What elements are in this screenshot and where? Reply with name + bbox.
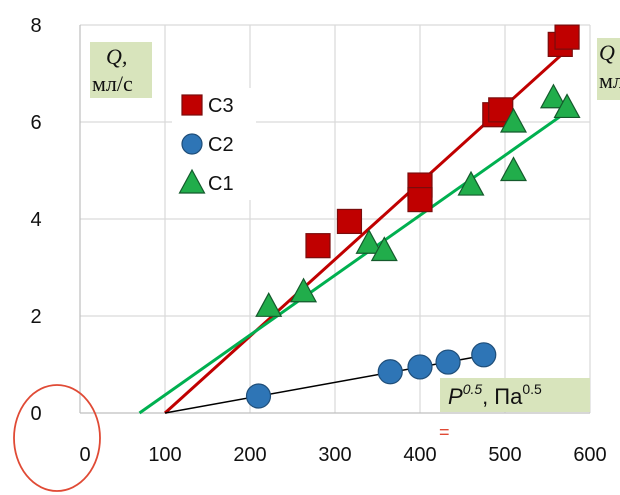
legend-marker-c3 (181, 94, 203, 116)
legend-items: C3 C2 C1 (178, 94, 234, 195)
data-point-c2 (377, 359, 403, 385)
x-tick-labels: 0 100 200 300 400 500 600 (79, 444, 606, 466)
legend-label-c1: C1 (208, 173, 234, 195)
data-point-c2 (245, 383, 272, 409)
data-point-c1 (539, 83, 567, 109)
legend-marker-c1 (178, 168, 206, 194)
x-tick-label: 400 (403, 444, 436, 466)
fit-line-c2 (164, 354, 489, 414)
series-c2 (245, 342, 497, 409)
data-point-c1 (499, 107, 528, 133)
data-point-c1 (255, 292, 283, 317)
series-c3 (305, 24, 580, 259)
data-point-c3 (407, 187, 433, 213)
x-tick-label: 600 (573, 444, 606, 466)
y-axis-label-box (90, 42, 152, 98)
x-axis-label-box (440, 378, 590, 412)
x-axis-label-text: P0.5, Па0.5 (448, 381, 542, 409)
circle-annotation (13, 384, 101, 492)
data-point-c1 (457, 170, 485, 196)
y-tick-label: 8 (30, 15, 41, 37)
data-point-c2 (435, 349, 461, 375)
legend-label-c2: C2 (208, 134, 234, 156)
data-points (245, 24, 581, 409)
x-tick-label: 500 (488, 444, 521, 466)
grid (80, 24, 591, 413)
x-tick-label: 300 (318, 444, 351, 466)
y-axis-label: Q, мл/с (90, 42, 152, 98)
x-axis-label-unit-exp: 0.5 (522, 381, 542, 397)
y-tick-label: 6 (30, 112, 41, 134)
series-c1 (255, 83, 581, 317)
legend: C3 C2 C1 (172, 88, 256, 200)
data-point-c1 (290, 277, 318, 303)
right-edge-unit: мл (599, 68, 620, 93)
y-axis-label-symbol: Q, (106, 44, 127, 69)
x-tick-label: 200 (233, 444, 266, 466)
equals-annotation: = (439, 422, 450, 442)
y-axis-label-unit: мл/с (92, 71, 133, 96)
x-tick-label: 0 (79, 444, 90, 466)
data-point-c2 (471, 342, 497, 368)
data-point-c3 (305, 233, 331, 259)
data-point-c3 (554, 24, 580, 50)
y-tick-label: 2 (30, 306, 41, 328)
y-tick-label: 0 (30, 403, 41, 425)
y-tick-label: 4 (30, 209, 41, 231)
x-axis-label-sep: , (482, 384, 488, 409)
legend-marker-c2 (181, 133, 203, 155)
x-axis-label-p-exp: 0.5 (463, 381, 483, 397)
right-edge-symbol: Q (599, 40, 615, 65)
x-axis-label: P0.5, Па0.5 (440, 378, 590, 412)
x-axis-label-p: P (448, 384, 463, 409)
data-point-c1 (355, 228, 383, 254)
data-point-c2 (407, 354, 433, 380)
x-tick-label: 100 (148, 444, 181, 466)
data-point-c1 (553, 93, 581, 119)
y-tick-labels: 0 2 4 6 8 (30, 15, 41, 425)
right-edge-fragment: Q мл (597, 38, 620, 100)
legend-label-c3: C3 (208, 95, 234, 117)
right-edge-label-box (597, 38, 620, 100)
data-point-c3 (336, 208, 363, 235)
data-point-c1 (370, 236, 398, 262)
x-axis-label-unit: Па (494, 384, 523, 409)
data-point-c1 (499, 156, 528, 182)
fit-line-c1 (138, 106, 574, 415)
